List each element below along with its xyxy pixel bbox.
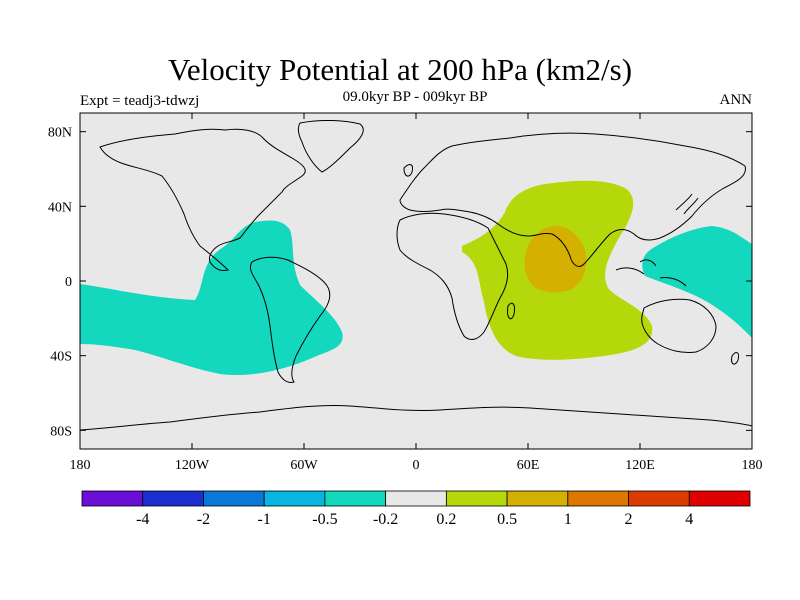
colorbar-swatch	[324, 490, 387, 507]
colorbar-swatch	[506, 490, 569, 507]
coast-indonesia	[615, 259, 687, 287]
coast-new-zealand	[731, 352, 739, 365]
x-tick-label: 60W	[290, 458, 318, 473]
coast-greenland	[297, 120, 364, 173]
shade-negative-americas	[80, 220, 343, 376]
map-background	[80, 113, 752, 449]
colorbar-label: -4	[136, 511, 149, 528]
coastlines	[80, 120, 752, 431]
colorbar-swatch	[628, 490, 690, 507]
y-tick-label: 40S	[50, 350, 72, 365]
experiment-label: Expt = teadj3-tdwzj	[80, 93, 200, 109]
x-tick-label: 180	[70, 458, 91, 473]
axis-tick-labels: 180 120W 60W 0 60E 120E 180 80N 40N 0 40S 80S	[48, 126, 763, 473]
shade-negative-westpacific	[642, 226, 752, 338]
colorbar-swatch	[203, 490, 265, 507]
colorbar-label: 0.5	[497, 511, 517, 528]
colorbar-label: -0.5	[312, 511, 337, 528]
colorbar-labels: -4 -2 -1 -0.5 -0.2 0.2 0.5 1 2 4	[136, 511, 693, 528]
colorbar-label: -2	[197, 511, 210, 528]
y-tick-label: 0	[65, 275, 72, 290]
colorbar-swatch	[263, 490, 326, 507]
colorbar-label: 1	[564, 511, 572, 528]
colorbar-swatch	[142, 490, 204, 507]
colorbar-swatch	[445, 490, 508, 507]
colorbar-label: 0.2	[436, 511, 456, 528]
x-tick-label: 180	[742, 458, 763, 473]
coast-north-america	[99, 128, 306, 271]
colorbar-swatch	[688, 490, 751, 507]
coast-britain	[403, 164, 413, 177]
map-title: Velocity Potential at 200 hPa (km2/s)	[167, 52, 633, 87]
shade-positive-core	[524, 225, 587, 293]
colorbar-label: -1	[258, 511, 271, 528]
map-subtitle: 09.0kyr BP - 009kyr BP	[342, 89, 488, 105]
colorbar-swatch	[567, 490, 629, 507]
x-tick-label: 120W	[175, 458, 210, 473]
season-label: ANN	[719, 92, 753, 108]
x-tick-label: 0	[413, 458, 420, 473]
y-tick-label: 80N	[48, 126, 72, 141]
coast-antarctica	[80, 404, 752, 431]
coast-japan	[675, 193, 699, 215]
colorbar-swatch	[385, 490, 447, 507]
axis-ticks	[79, 113, 753, 449]
colorbar	[81, 490, 751, 507]
coast-south-america	[249, 256, 331, 383]
y-tick-label: 80S	[50, 424, 72, 439]
colorbar-label: -0.2	[373, 511, 398, 528]
colorbar-label: 2	[625, 511, 633, 528]
coast-madagascar	[507, 302, 515, 320]
colorbar-swatch	[81, 490, 144, 507]
coast-eurasia	[399, 132, 746, 267]
x-tick-label: 120E	[625, 458, 655, 473]
shaded-regions	[80, 180, 752, 376]
coast-australia	[641, 298, 717, 353]
colorbar-label: 4	[685, 511, 693, 528]
x-tick-label: 60E	[517, 458, 540, 473]
coast-africa	[396, 212, 509, 340]
y-tick-label: 40N	[48, 200, 72, 215]
